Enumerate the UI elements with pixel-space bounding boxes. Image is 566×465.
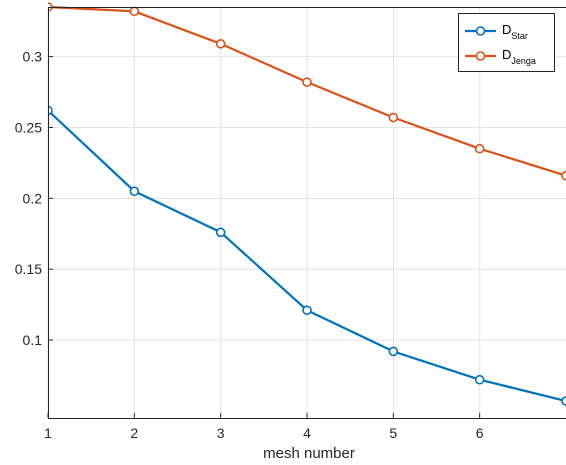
y-tick-label: 0.25 xyxy=(15,119,42,135)
x-tick-label: 3 xyxy=(217,425,225,441)
axis-ticks: 1 2 3 4 5 6 0.1 0.15 0.2 0.25 0.3 xyxy=(15,49,484,441)
x-axis-label: mesh number xyxy=(263,445,355,462)
y-tick-label: 0.2 xyxy=(23,190,43,206)
legend-swatch-marker xyxy=(475,26,486,36)
data-point-star xyxy=(129,186,140,197)
legend-entry-name: D xyxy=(502,22,511,37)
data-point-jenga xyxy=(561,170,566,181)
data-point-star xyxy=(302,305,312,316)
data-point-jenga xyxy=(474,143,485,154)
legend-swatch-marker xyxy=(475,51,486,61)
x-tick-label: 5 xyxy=(389,425,397,441)
x-tick-label: 4 xyxy=(303,425,311,441)
legend-entry-star: DStar xyxy=(502,22,528,41)
data-point-star xyxy=(388,346,399,357)
x-tick-label: 1 xyxy=(44,425,52,441)
x-tick-label: 6 xyxy=(476,425,484,441)
data-point-jenga xyxy=(302,77,312,87)
plot-border xyxy=(48,7,566,419)
legend-box xyxy=(458,13,555,72)
legend-entry-jenga: DJenga xyxy=(502,47,536,66)
data-point-jenga xyxy=(215,39,226,49)
y-tick-label: 0.3 xyxy=(23,49,43,65)
series-group xyxy=(48,2,566,406)
y-tick-label: 0.15 xyxy=(15,261,42,277)
y-tick-label: 0.1 xyxy=(23,332,43,348)
x-tick-label: 2 xyxy=(130,425,138,441)
legend-entry-subscript: Star xyxy=(511,31,528,41)
data-point-star xyxy=(215,227,226,238)
data-point-star xyxy=(561,396,566,406)
data-point-star xyxy=(474,374,485,385)
legend-entry-name: D xyxy=(502,47,511,62)
legend-entry-subscript: Jenga xyxy=(511,56,536,66)
data-point-jenga xyxy=(388,112,399,123)
data-point-jenga xyxy=(129,6,140,17)
series-layer xyxy=(48,2,566,406)
